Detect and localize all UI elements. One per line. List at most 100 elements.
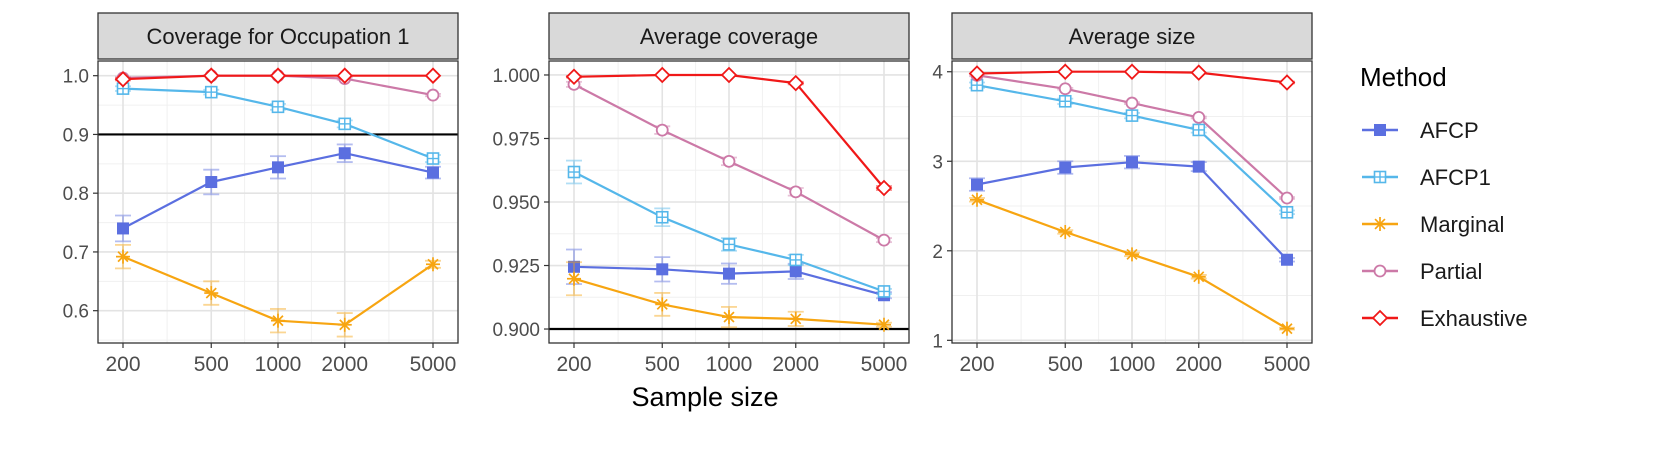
data-point bbox=[968, 65, 986, 82]
y-tick-label: 3 bbox=[932, 152, 943, 173]
x-axis: 200 500 1000 2000 5000 bbox=[105, 343, 456, 376]
data-point bbox=[1192, 111, 1206, 124]
series-marginal bbox=[566, 261, 892, 332]
gridlines bbox=[952, 61, 1312, 343]
data-point-stroke-3 bbox=[339, 319, 351, 331]
data-point bbox=[272, 161, 284, 174]
data-point-stroke-3 bbox=[117, 251, 129, 263]
data-point bbox=[567, 271, 581, 286]
y-tick-label: 0.7 bbox=[63, 243, 89, 264]
data-point bbox=[565, 68, 583, 86]
data-point bbox=[970, 192, 984, 207]
data-point bbox=[426, 152, 440, 165]
legend-label: Partial bbox=[1420, 259, 1482, 284]
data-point bbox=[1058, 94, 1072, 108]
legend-item-exhaustive: Exhaustive bbox=[1362, 306, 1528, 331]
data-point bbox=[722, 238, 736, 251]
x-tick-label: 5000 bbox=[410, 353, 457, 376]
x-tick-label: 2000 bbox=[772, 353, 819, 376]
y-tick-label: 0.900 bbox=[492, 320, 540, 341]
data-point-stroke-3 bbox=[878, 319, 890, 331]
legend-label: Exhaustive bbox=[1420, 306, 1528, 331]
data-point bbox=[1123, 63, 1141, 81]
data-point-stroke-3 bbox=[790, 313, 802, 325]
data-point bbox=[1192, 123, 1206, 137]
legend-key-marker bbox=[1373, 217, 1387, 231]
y-tick-label: 0.9 bbox=[63, 125, 89, 146]
legend: Method AFCP AFCP1 Marginal Partial Exhaustive bbox=[1360, 62, 1528, 331]
data-point bbox=[204, 286, 219, 301]
data-point bbox=[1191, 269, 1206, 284]
data-point bbox=[787, 74, 805, 92]
y-tick-label: 4 bbox=[932, 63, 943, 84]
y-tick-label: 1.0 bbox=[63, 67, 89, 88]
y-tick-label: 1.000 bbox=[492, 66, 540, 87]
data-point bbox=[1056, 63, 1074, 81]
series-afcp1 bbox=[566, 159, 892, 298]
data-point bbox=[655, 210, 669, 224]
series-partial bbox=[969, 68, 1295, 205]
y-axis: 0.900 0.925 0.950 0.975 1.000 bbox=[492, 66, 549, 341]
data-point bbox=[1192, 160, 1205, 173]
panel-average-coverage: Average coverage 0.900 0.925 0.950 0.975 1.00… bbox=[492, 12, 910, 376]
data-point bbox=[1058, 82, 1072, 96]
data-point bbox=[202, 67, 220, 84]
data-point bbox=[656, 263, 669, 276]
data-point bbox=[337, 317, 352, 332]
data-point bbox=[877, 317, 891, 332]
x-tick-label: 1000 bbox=[255, 353, 302, 376]
legend-item-afcp: AFCP bbox=[1362, 118, 1479, 143]
data-point-stroke-3 bbox=[656, 298, 668, 310]
data-point-stroke-3 bbox=[971, 194, 983, 206]
data-point bbox=[1280, 205, 1294, 219]
y-tick-label: 0.950 bbox=[492, 193, 540, 214]
facet-title: Coverage for Occupation 1 bbox=[147, 24, 410, 49]
data-point bbox=[723, 267, 735, 280]
x-tick-label: 200 bbox=[556, 353, 591, 376]
data-point-stroke-3 bbox=[1059, 226, 1071, 238]
x-tick-label: 500 bbox=[645, 353, 680, 376]
data-point bbox=[789, 253, 803, 267]
y-tick-label: 0.975 bbox=[492, 129, 540, 150]
data-point bbox=[789, 265, 802, 278]
series-exhaustive bbox=[565, 66, 893, 197]
legend-item-partial: Partial bbox=[1362, 259, 1482, 284]
x-tick-label: 2000 bbox=[321, 353, 368, 376]
data-point bbox=[269, 67, 287, 84]
data-point bbox=[788, 311, 803, 326]
data-point bbox=[1278, 74, 1296, 91]
panel-coverage-for-occupation-1: Coverage for Occupation 1 0.6 0.7 0.8 0.9 1.0… bbox=[63, 12, 459, 376]
data-point bbox=[722, 310, 736, 325]
data-point bbox=[722, 154, 736, 168]
data-point bbox=[877, 233, 891, 247]
x-tick-label: 1000 bbox=[1109, 353, 1156, 376]
facet-strip bbox=[97, 12, 459, 60]
series-afcp1 bbox=[969, 78, 1295, 219]
legend-label: AFCP bbox=[1420, 118, 1479, 143]
series-marginal bbox=[115, 243, 441, 338]
data-point-stroke-3 bbox=[272, 315, 284, 327]
data-point bbox=[426, 257, 440, 272]
legend-label: AFCP1 bbox=[1420, 165, 1491, 190]
y-axis: 1 2 3 4 bbox=[932, 63, 952, 352]
data-point bbox=[427, 166, 439, 179]
data-point-stroke-3 bbox=[723, 311, 735, 323]
series-afcp1 bbox=[115, 82, 441, 165]
data-point bbox=[567, 165, 581, 179]
x-axis-title: Sample size bbox=[631, 382, 778, 412]
legend-item-marginal: Marginal bbox=[1362, 212, 1504, 237]
data-point bbox=[271, 313, 285, 328]
data-point bbox=[1058, 224, 1073, 239]
legend-label: Marginal bbox=[1420, 212, 1504, 237]
data-point bbox=[875, 179, 893, 197]
legend-key-marker bbox=[1373, 170, 1387, 184]
x-tick-label: 2000 bbox=[1175, 353, 1222, 376]
x-tick-label: 200 bbox=[959, 353, 994, 376]
y-tick-label: 0.8 bbox=[63, 184, 89, 205]
data-point bbox=[114, 70, 132, 88]
data-point bbox=[1125, 96, 1139, 110]
legend-key-marker bbox=[1371, 309, 1389, 327]
data-point bbox=[117, 222, 129, 235]
data-point-stroke-3 bbox=[427, 258, 439, 270]
series-afcp bbox=[115, 143, 441, 243]
